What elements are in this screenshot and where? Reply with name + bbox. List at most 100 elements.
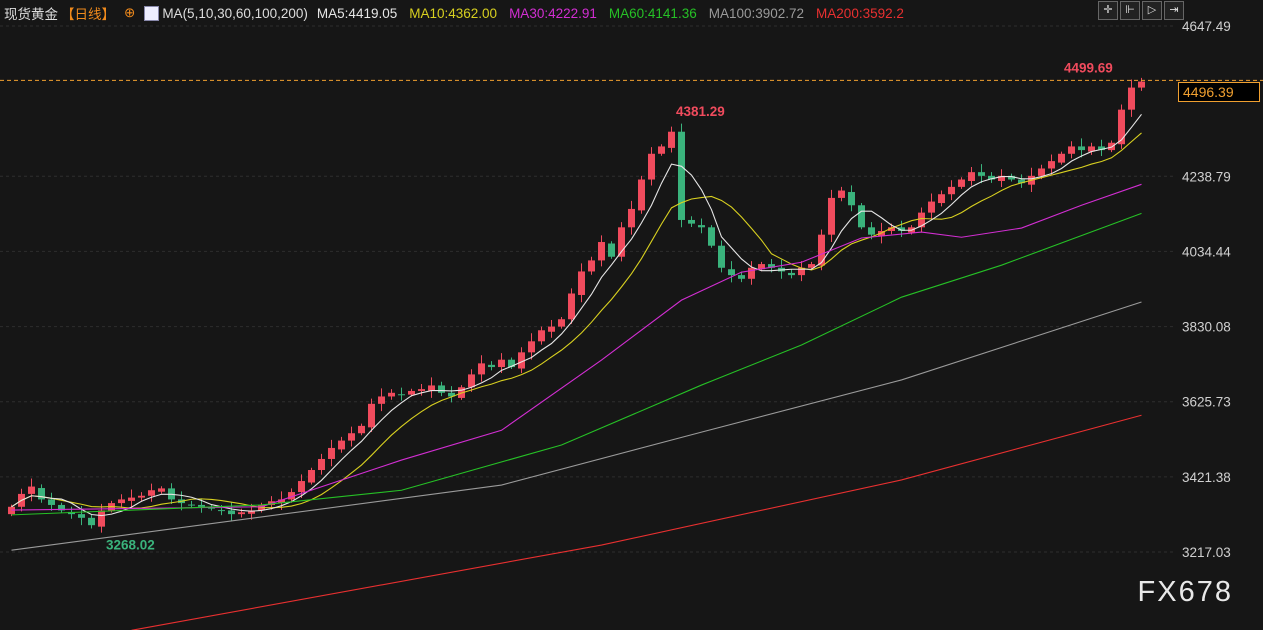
candle-body: [568, 293, 575, 320]
globe-icon[interactable]: ⊕: [124, 5, 136, 20]
candle-body: [938, 194, 945, 204]
crosshair-icon[interactable]: ✛: [1098, 1, 1118, 20]
candle-body: [818, 234, 825, 266]
exit-icon[interactable]: ⇥: [1164, 1, 1184, 20]
ma-value-0: MA5:4419.05: [316, 5, 398, 21]
candle-body: [538, 330, 545, 342]
candle-body: [278, 499, 285, 503]
y-tick-label: 3421.38: [1182, 470, 1231, 485]
candle-body: [1128, 87, 1135, 110]
candle-body: [508, 359, 515, 368]
candle-body: [768, 264, 775, 268]
candle-body: [358, 425, 365, 434]
candle-body: [248, 510, 255, 514]
candle-body: [988, 175, 995, 180]
ma-value-4: MA100:3902.72: [708, 5, 805, 21]
candle-body: [428, 385, 435, 391]
ma-value-5: MA200:3592.2: [816, 5, 904, 21]
ma-label: MA(5,10,30,60,100,200): [162, 5, 308, 21]
candle-body: [678, 131, 685, 220]
candle-body: [658, 146, 665, 154]
candle-body: [158, 488, 165, 492]
candle-body: [528, 341, 535, 353]
candle-body: [378, 396, 385, 404]
candle-body: [788, 272, 795, 276]
candle-body: [58, 504, 65, 511]
candle-body: [368, 403, 375, 428]
candle-body: [718, 245, 725, 268]
ma-settings-icon[interactable]: [144, 5, 160, 21]
y-tick-label: 3625.73: [1182, 395, 1231, 410]
candle-body: [198, 504, 205, 507]
y-tick-label: 4238.79: [1182, 169, 1231, 184]
candle-body: [1058, 153, 1065, 163]
candle-body: [1098, 146, 1105, 151]
candle-body: [998, 175, 1005, 181]
candle-body: [128, 497, 135, 501]
candle-body: [548, 326, 555, 332]
candle-body: [798, 267, 805, 276]
candle-body: [828, 197, 835, 235]
candle-body: [1048, 161, 1055, 169]
candle-body: [708, 227, 715, 246]
candle-body: [858, 205, 865, 228]
y-tick-label: 3217.03: [1182, 545, 1231, 560]
candle-body: [648, 153, 655, 180]
candle-body: [948, 186, 955, 195]
ma-value-1: MA10:4362.00: [409, 5, 498, 21]
candle-body: [28, 486, 35, 494]
last-price-box: 4496.39: [1178, 82, 1260, 102]
candle-body: [308, 470, 315, 483]
candle-body: [978, 172, 985, 176]
ma30-line: [11, 183, 1142, 511]
candle-body: [388, 392, 395, 397]
candle-body: [838, 190, 845, 198]
candle-body: [288, 492, 295, 500]
candle-body: [588, 260, 595, 272]
candle-body: [468, 374, 475, 388]
candle-body: [808, 264, 815, 268]
candle-body: [218, 510, 225, 512]
period-selector[interactable]: 【日线】: [61, 7, 115, 22]
play-icon[interactable]: ▷: [1142, 1, 1162, 20]
candle-body: [628, 208, 635, 228]
candle-body: [418, 389, 425, 391]
ma200-line: [131, 414, 1142, 630]
price-annotation: 4499.69: [1064, 60, 1113, 75]
candle-body: [968, 172, 975, 181]
candle-body: [898, 227, 905, 231]
candle-body: [118, 499, 125, 504]
candle-body: [318, 458, 325, 471]
candle-body: [438, 385, 445, 393]
watermark-logo: FX678: [1137, 576, 1233, 608]
ma10-line: [11, 132, 1142, 509]
candle-body: [928, 201, 935, 213]
candle-body: [748, 267, 755, 279]
candle-body: [398, 394, 405, 396]
ma5-line: [11, 113, 1142, 517]
candle-body: [1068, 146, 1075, 154]
candle-body: [618, 227, 625, 257]
candle-body: [1088, 146, 1095, 152]
candle-body: [48, 499, 55, 505]
candle-body: [338, 440, 345, 450]
instrument-title: 现货黄金: [4, 7, 58, 22]
candle-body: [878, 230, 885, 237]
candle-body: [918, 212, 925, 228]
candle-body: [188, 504, 195, 506]
zoom-in-icon[interactable]: ⊩: [1120, 1, 1140, 20]
candle-body: [448, 392, 455, 397]
price-annotation: 3268.02: [106, 537, 155, 552]
candle-body: [1078, 146, 1085, 151]
candle-body: [598, 242, 605, 261]
candle-body: [638, 179, 645, 211]
candle-body: [8, 506, 15, 515]
candle-body: [1118, 109, 1125, 145]
candle-body: [1018, 179, 1025, 184]
candle-body: [408, 390, 415, 395]
chart-header: 现货黄金 【日线】 ⊕ MA(5,10,30,60,100,200) MA5:4…: [4, 3, 904, 23]
candle-body: [1038, 168, 1045, 176]
candle-body: [78, 514, 85, 518]
ma-value-2: MA30:4222.91: [509, 5, 597, 21]
